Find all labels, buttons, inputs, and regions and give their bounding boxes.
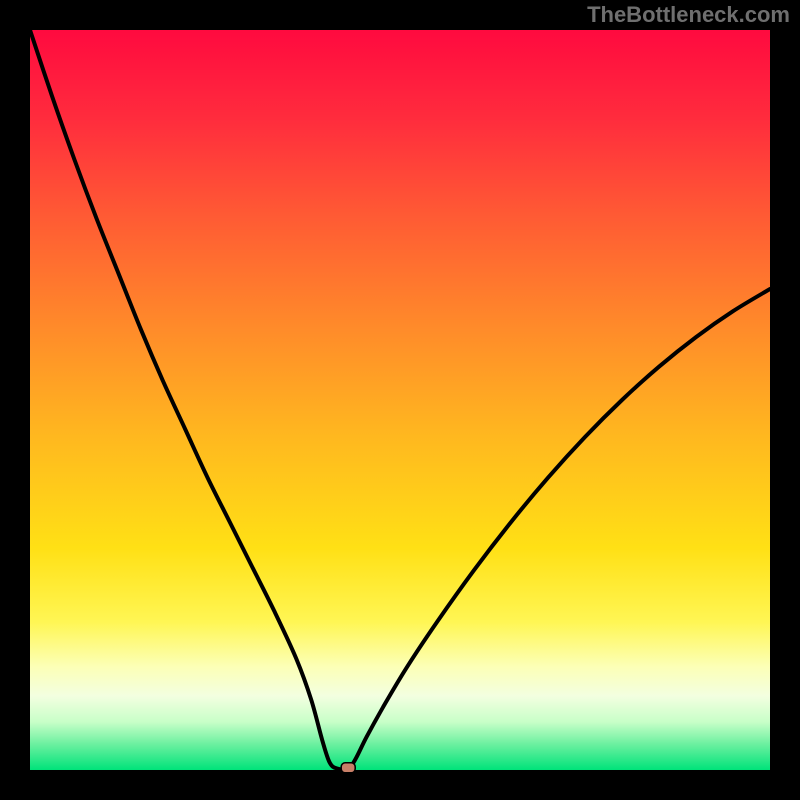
plot-background: [30, 30, 770, 770]
chart-container: TheBottleneck.com: [0, 0, 800, 800]
bottleneck-chart: [0, 0, 800, 800]
minimum-marker: [341, 763, 355, 773]
watermark-text: TheBottleneck.com: [587, 2, 790, 28]
